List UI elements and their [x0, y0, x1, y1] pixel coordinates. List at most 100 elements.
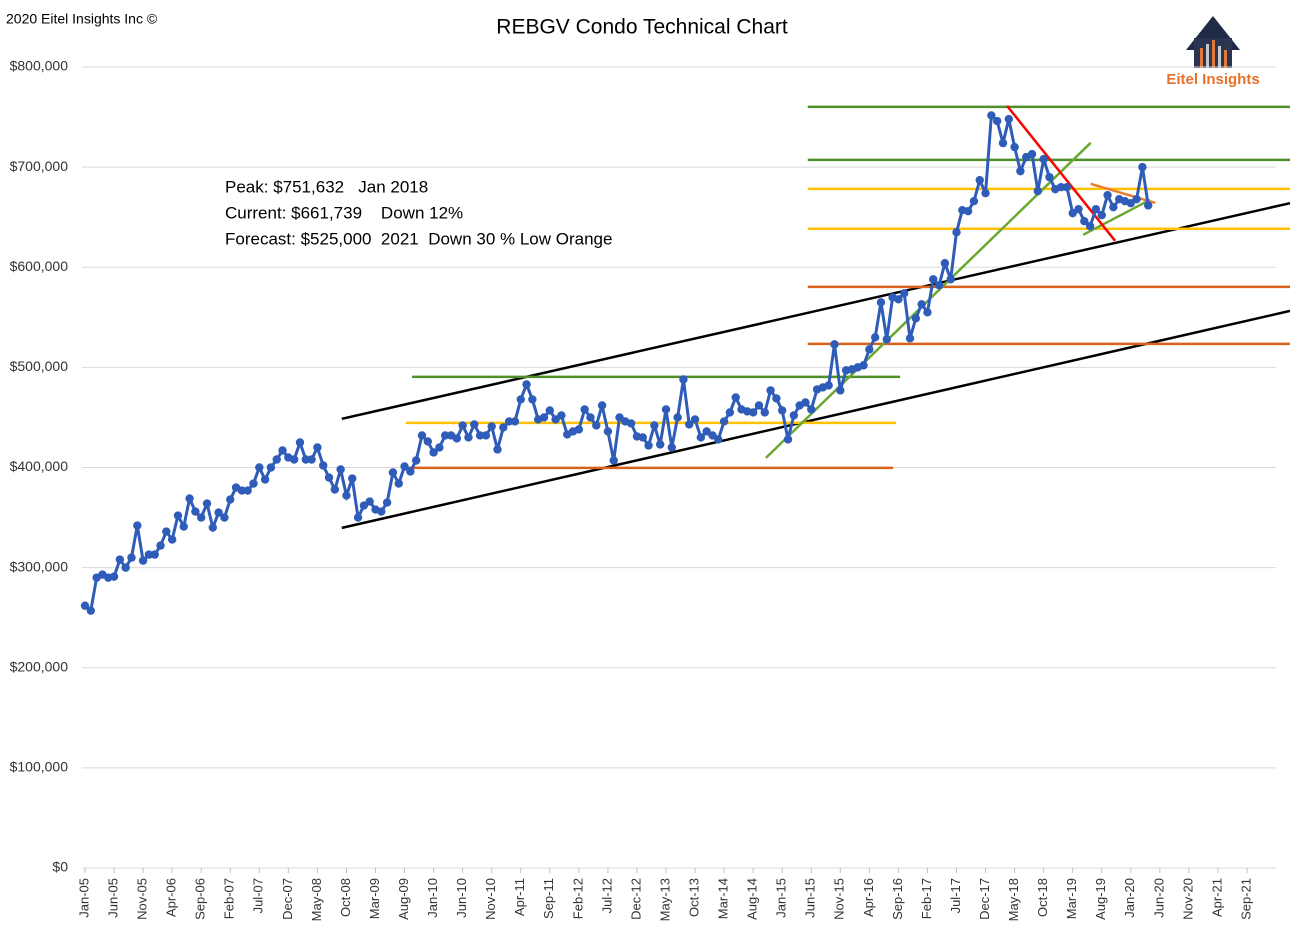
x-tick-label: Sep-11 [541, 878, 556, 919]
point [278, 446, 287, 455]
y-tick-label: $100,000 [10, 759, 69, 775]
point [1080, 216, 1089, 226]
point [365, 497, 374, 506]
point [417, 431, 427, 440]
x-tick-label: Nov-15 [832, 878, 847, 920]
point [894, 295, 903, 304]
point [766, 386, 775, 395]
point [493, 445, 502, 454]
point [917, 300, 926, 309]
x-tick-label: Mar-19 [1064, 878, 1079, 919]
point [685, 420, 694, 429]
point [377, 507, 386, 516]
point [731, 393, 740, 402]
point [336, 465, 345, 474]
point [249, 479, 258, 488]
x-tick-label: Jul-12 [599, 878, 614, 913]
x-tick-label: Jan-10 [425, 878, 440, 918]
point [301, 455, 310, 464]
x-tick-label: Nov-05 [135, 878, 150, 920]
x-tick-label: Oct-08 [338, 878, 353, 917]
point [1010, 142, 1019, 152]
x-tick-label: Jun-05 [105, 878, 120, 918]
x-tick-label: Dec-17 [977, 878, 992, 920]
point [1144, 201, 1153, 210]
point [1091, 204, 1101, 214]
note: Peak: $751,632 Jan 2018 [225, 177, 428, 196]
reference-line [1006, 105, 1117, 242]
point [539, 413, 549, 422]
y-tick-label: $700,000 [10, 158, 69, 174]
point [487, 422, 496, 431]
point [679, 375, 688, 384]
point [748, 408, 758, 417]
point [423, 437, 432, 446]
point [470, 420, 479, 429]
point [138, 556, 148, 565]
point [1033, 186, 1043, 196]
point [900, 289, 909, 298]
point [603, 427, 613, 436]
x-tick-label: Aug-14 [745, 878, 760, 920]
point [202, 499, 212, 508]
point [981, 188, 990, 198]
point [313, 443, 322, 452]
point [197, 513, 206, 522]
point [929, 275, 938, 284]
point [289, 455, 299, 464]
point [504, 417, 514, 426]
point [295, 438, 305, 447]
point [1045, 172, 1054, 182]
point [330, 485, 340, 494]
point [946, 275, 955, 284]
point [1062, 182, 1072, 192]
point [789, 411, 799, 420]
y-tick-label: $800,000 [10, 58, 69, 74]
point [133, 521, 142, 530]
point [1027, 149, 1037, 159]
point [597, 401, 607, 410]
point [80, 601, 90, 610]
point [499, 423, 508, 432]
reference-line [341, 201, 1291, 421]
point [185, 494, 194, 503]
point [661, 405, 671, 414]
point [121, 563, 130, 572]
point [952, 228, 961, 237]
point [626, 419, 636, 428]
point [969, 196, 979, 206]
note: Forecast: $525,000 2021 Down 30 % Low Or… [225, 229, 612, 248]
x-tick-label: Jan-15 [774, 878, 789, 918]
reference-line [1082, 198, 1151, 236]
point [156, 541, 165, 550]
x-tick-label: Mar-14 [716, 878, 731, 919]
reference-line [1090, 182, 1156, 205]
point [255, 463, 264, 472]
point [923, 308, 932, 317]
point [690, 415, 700, 424]
y-tick-label: $0 [52, 859, 68, 875]
point [191, 507, 200, 516]
point [638, 433, 647, 442]
y-tick-label: $300,000 [10, 558, 69, 574]
point [836, 386, 845, 395]
logo [1186, 16, 1240, 68]
point [226, 495, 235, 504]
x-tick-label: Jan-05 [76, 878, 91, 918]
point [725, 408, 735, 417]
point [1074, 204, 1083, 214]
point [934, 281, 944, 290]
y-tick-label: $600,000 [10, 258, 69, 274]
copyright: 2020 Eitel Insights Inc © [6, 11, 158, 27]
point [557, 411, 566, 420]
point [435, 443, 444, 452]
point [714, 435, 723, 444]
point [586, 413, 595, 422]
x-tick-label: Mar-09 [367, 878, 382, 919]
point [1097, 210, 1106, 220]
point [272, 455, 281, 464]
point [655, 440, 665, 449]
point [458, 421, 467, 430]
x-tick-label: Aug-09 [396, 878, 411, 920]
